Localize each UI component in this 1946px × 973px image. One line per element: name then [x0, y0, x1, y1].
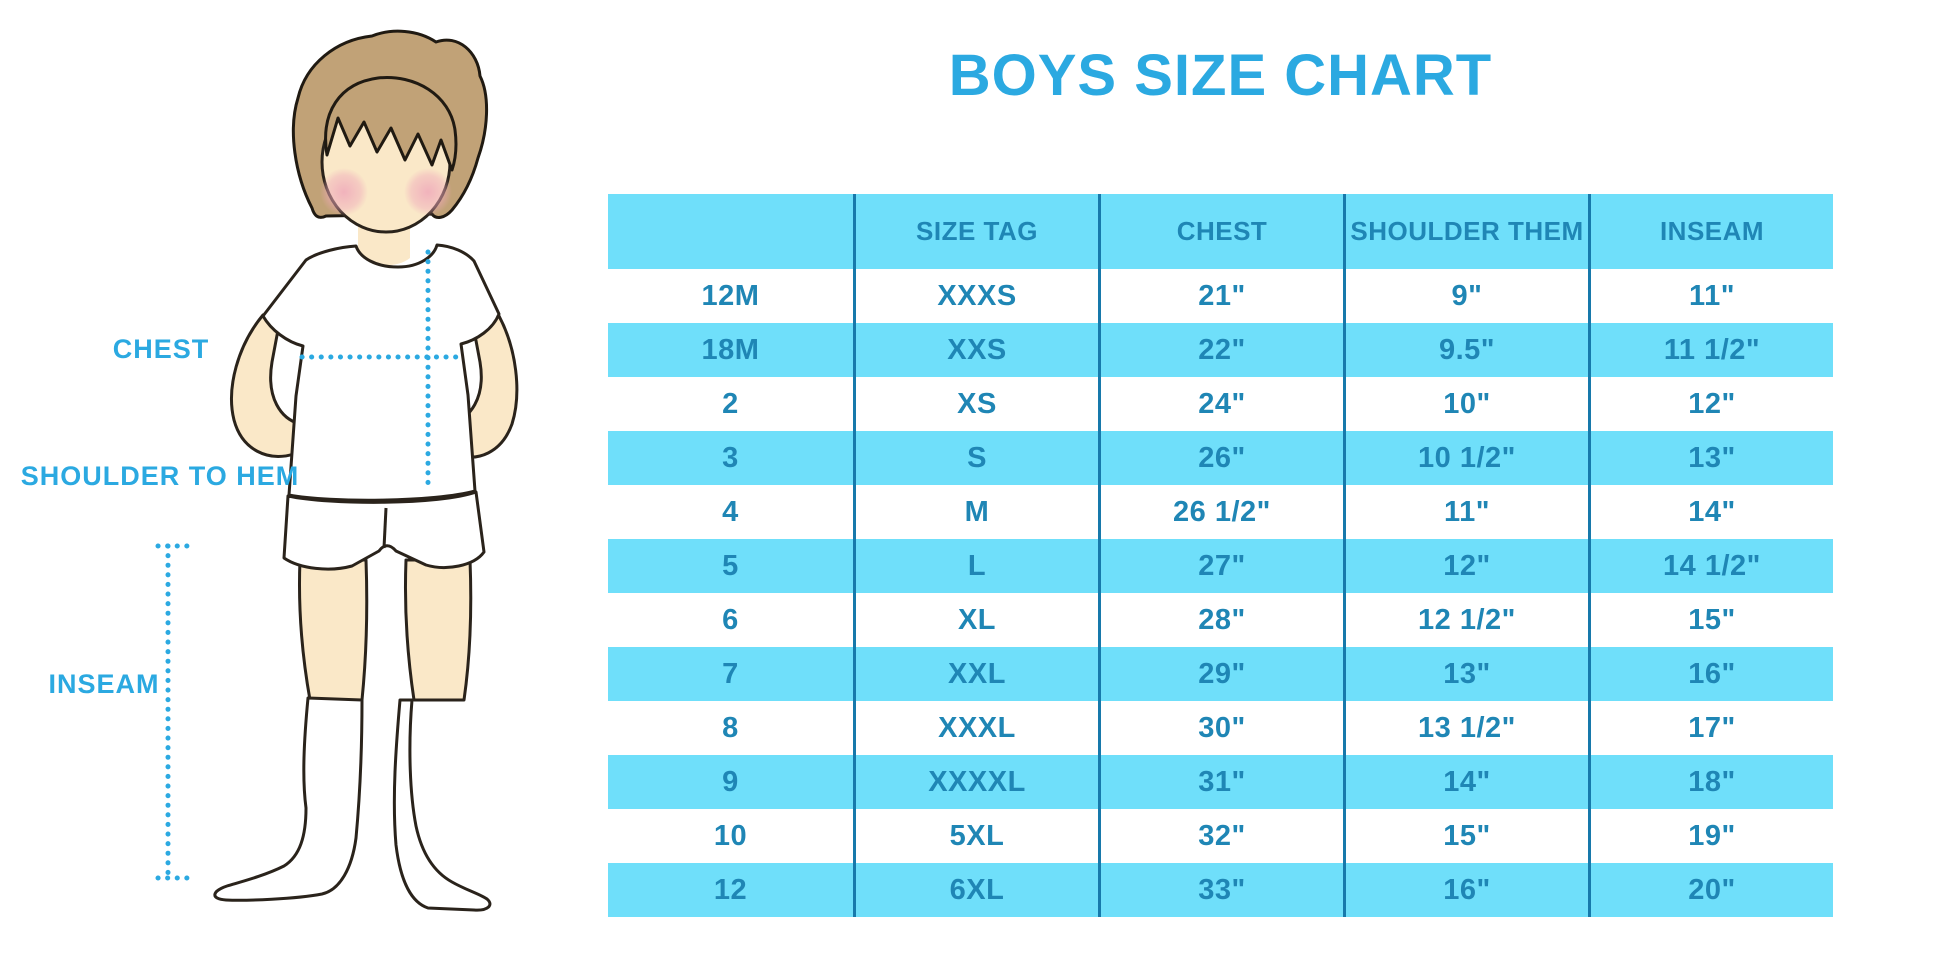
- cell-chest: 33": [1098, 863, 1343, 917]
- cell-chest: 26 1/2": [1098, 485, 1343, 539]
- cell-inseam: 14": [1588, 485, 1833, 539]
- cell-chest: 24": [1098, 377, 1343, 431]
- cell-shoulder: 11": [1343, 485, 1588, 539]
- table-row: 4 M 26 1/2" 11" 14": [608, 485, 1833, 539]
- cell-size: 12M: [701, 279, 760, 312]
- cheek-right: [404, 168, 452, 216]
- cell-tag: XXXL: [853, 701, 1098, 755]
- table-row: 10 5XL 32" 15" 19": [608, 809, 1833, 863]
- cell-shoulder: 13": [1343, 647, 1588, 701]
- cell-inseam: 20": [1588, 863, 1833, 917]
- cell-tag: XXL: [853, 647, 1098, 701]
- table-row: 2 XS 24" 10" 12": [608, 377, 1833, 431]
- chest-label: CHEST: [113, 334, 210, 364]
- cell-size: 5: [722, 549, 739, 582]
- cell-chest: 28": [1098, 593, 1343, 647]
- cell-inseam: 11 1/2": [1588, 323, 1833, 377]
- cell-chest: 27": [1098, 539, 1343, 593]
- tshirt: [261, 243, 501, 502]
- cell-size: 12: [713, 873, 748, 906]
- shorts: [282, 490, 486, 571]
- cell-chest: 26": [1098, 431, 1343, 485]
- cell-shoulder: 10": [1343, 377, 1588, 431]
- cell-shoulder: 9.5": [1343, 323, 1588, 377]
- cell-inseam: 15": [1588, 593, 1833, 647]
- cell-tag: 6XL: [853, 863, 1098, 917]
- cell-tag: S: [853, 431, 1098, 485]
- head: [291, 29, 488, 234]
- cell-shoulder: 12": [1343, 539, 1588, 593]
- cell-tag: M: [853, 485, 1098, 539]
- cell-size: 8: [722, 711, 739, 744]
- cell-tag: XXS: [853, 323, 1098, 377]
- header-cell-inseam: INSEAM: [1588, 194, 1833, 269]
- boy-illustration: CHEST SHOULDER TO HEM INSEAM: [21, 29, 519, 912]
- cell-shoulder: 15": [1343, 809, 1588, 863]
- cell-chest: 22": [1098, 323, 1343, 377]
- table-row: 3 S 26" 10 1/2" 13": [608, 431, 1833, 485]
- cell-tag: XXXXL: [853, 755, 1098, 809]
- table-row: 7 XXL 29" 13" 16": [608, 647, 1833, 701]
- cell-inseam: 11": [1588, 269, 1833, 323]
- cell-shoulder: 10 1/2": [1343, 431, 1588, 485]
- cell-shoulder: 16": [1343, 863, 1588, 917]
- cell-inseam: 14 1/2": [1588, 539, 1833, 593]
- cell-tag: XL: [853, 593, 1098, 647]
- cell-shoulder: 9": [1343, 269, 1588, 323]
- cell-inseam: 18": [1588, 755, 1833, 809]
- cell-tag: XXXS: [853, 269, 1098, 323]
- size-table: SIZE TAG CHEST SHOULDER THEM INSEAM 12M …: [608, 194, 1833, 917]
- legs: [297, 558, 473, 702]
- page-title: BOYS SIZE CHART: [948, 43, 1493, 108]
- measurement-lines: [155, 249, 466, 881]
- cell-shoulder: 12 1/2": [1343, 593, 1588, 647]
- cell-tag: 5XL: [853, 809, 1098, 863]
- header-cell-size-tag: SIZE TAG: [853, 194, 1098, 269]
- cell-size: 3: [722, 441, 739, 474]
- table-row: 18M XXS 22" 9.5" 11 1/2": [608, 323, 1833, 377]
- cell-size: 9: [722, 765, 739, 798]
- cell-inseam: 17": [1588, 701, 1833, 755]
- header-cell-size: [608, 194, 853, 269]
- cell-size: 6: [722, 603, 739, 636]
- cell-tag: XS: [853, 377, 1098, 431]
- measurement-figure: CHEST SHOULDER TO HEM INSEAM: [0, 0, 600, 973]
- cell-size: 18M: [701, 333, 760, 366]
- table-row: 12 6XL 33" 16" 20": [608, 863, 1833, 917]
- cell-inseam: 16": [1588, 647, 1833, 701]
- cell-chest: 29": [1098, 647, 1343, 701]
- table-row: 8 XXXL 30" 13 1/2" 17": [608, 701, 1833, 755]
- cell-chest: 32": [1098, 809, 1343, 863]
- cell-inseam: 13": [1588, 431, 1833, 485]
- cell-tag: L: [853, 539, 1098, 593]
- cell-shoulder: 14": [1343, 755, 1588, 809]
- table-row: 5 L 27" 12" 14 1/2": [608, 539, 1833, 593]
- table-row: 9 XXXXL 31" 14" 18": [608, 755, 1833, 809]
- cheek-left: [320, 168, 368, 216]
- cell-inseam: 12": [1588, 377, 1833, 431]
- hair-fringe: [324, 76, 458, 172]
- table-row: 6 XL 28" 12 1/2" 15": [608, 593, 1833, 647]
- cell-chest: 21": [1098, 269, 1343, 323]
- cell-size: 4: [722, 495, 739, 528]
- header-cell-chest: CHEST: [1098, 194, 1343, 269]
- table-row: 12M XXXS 21" 9" 11": [608, 269, 1833, 323]
- header-cell-shoulder: SHOULDER THEM: [1343, 194, 1588, 269]
- cell-shoulder: 13 1/2": [1343, 701, 1588, 755]
- shoulder-to-hem-label: SHOULDER TO HEM: [21, 461, 300, 491]
- cell-chest: 31": [1098, 755, 1343, 809]
- socks: [213, 696, 492, 912]
- cell-inseam: 19": [1588, 809, 1833, 863]
- cell-size: 2: [722, 387, 739, 420]
- cell-size: 10: [713, 819, 748, 852]
- table-header-row: SIZE TAG CHEST SHOULDER THEM INSEAM: [608, 194, 1833, 269]
- cell-chest: 30": [1098, 701, 1343, 755]
- inseam-label: INSEAM: [48, 669, 159, 699]
- cell-size: 7: [722, 657, 739, 690]
